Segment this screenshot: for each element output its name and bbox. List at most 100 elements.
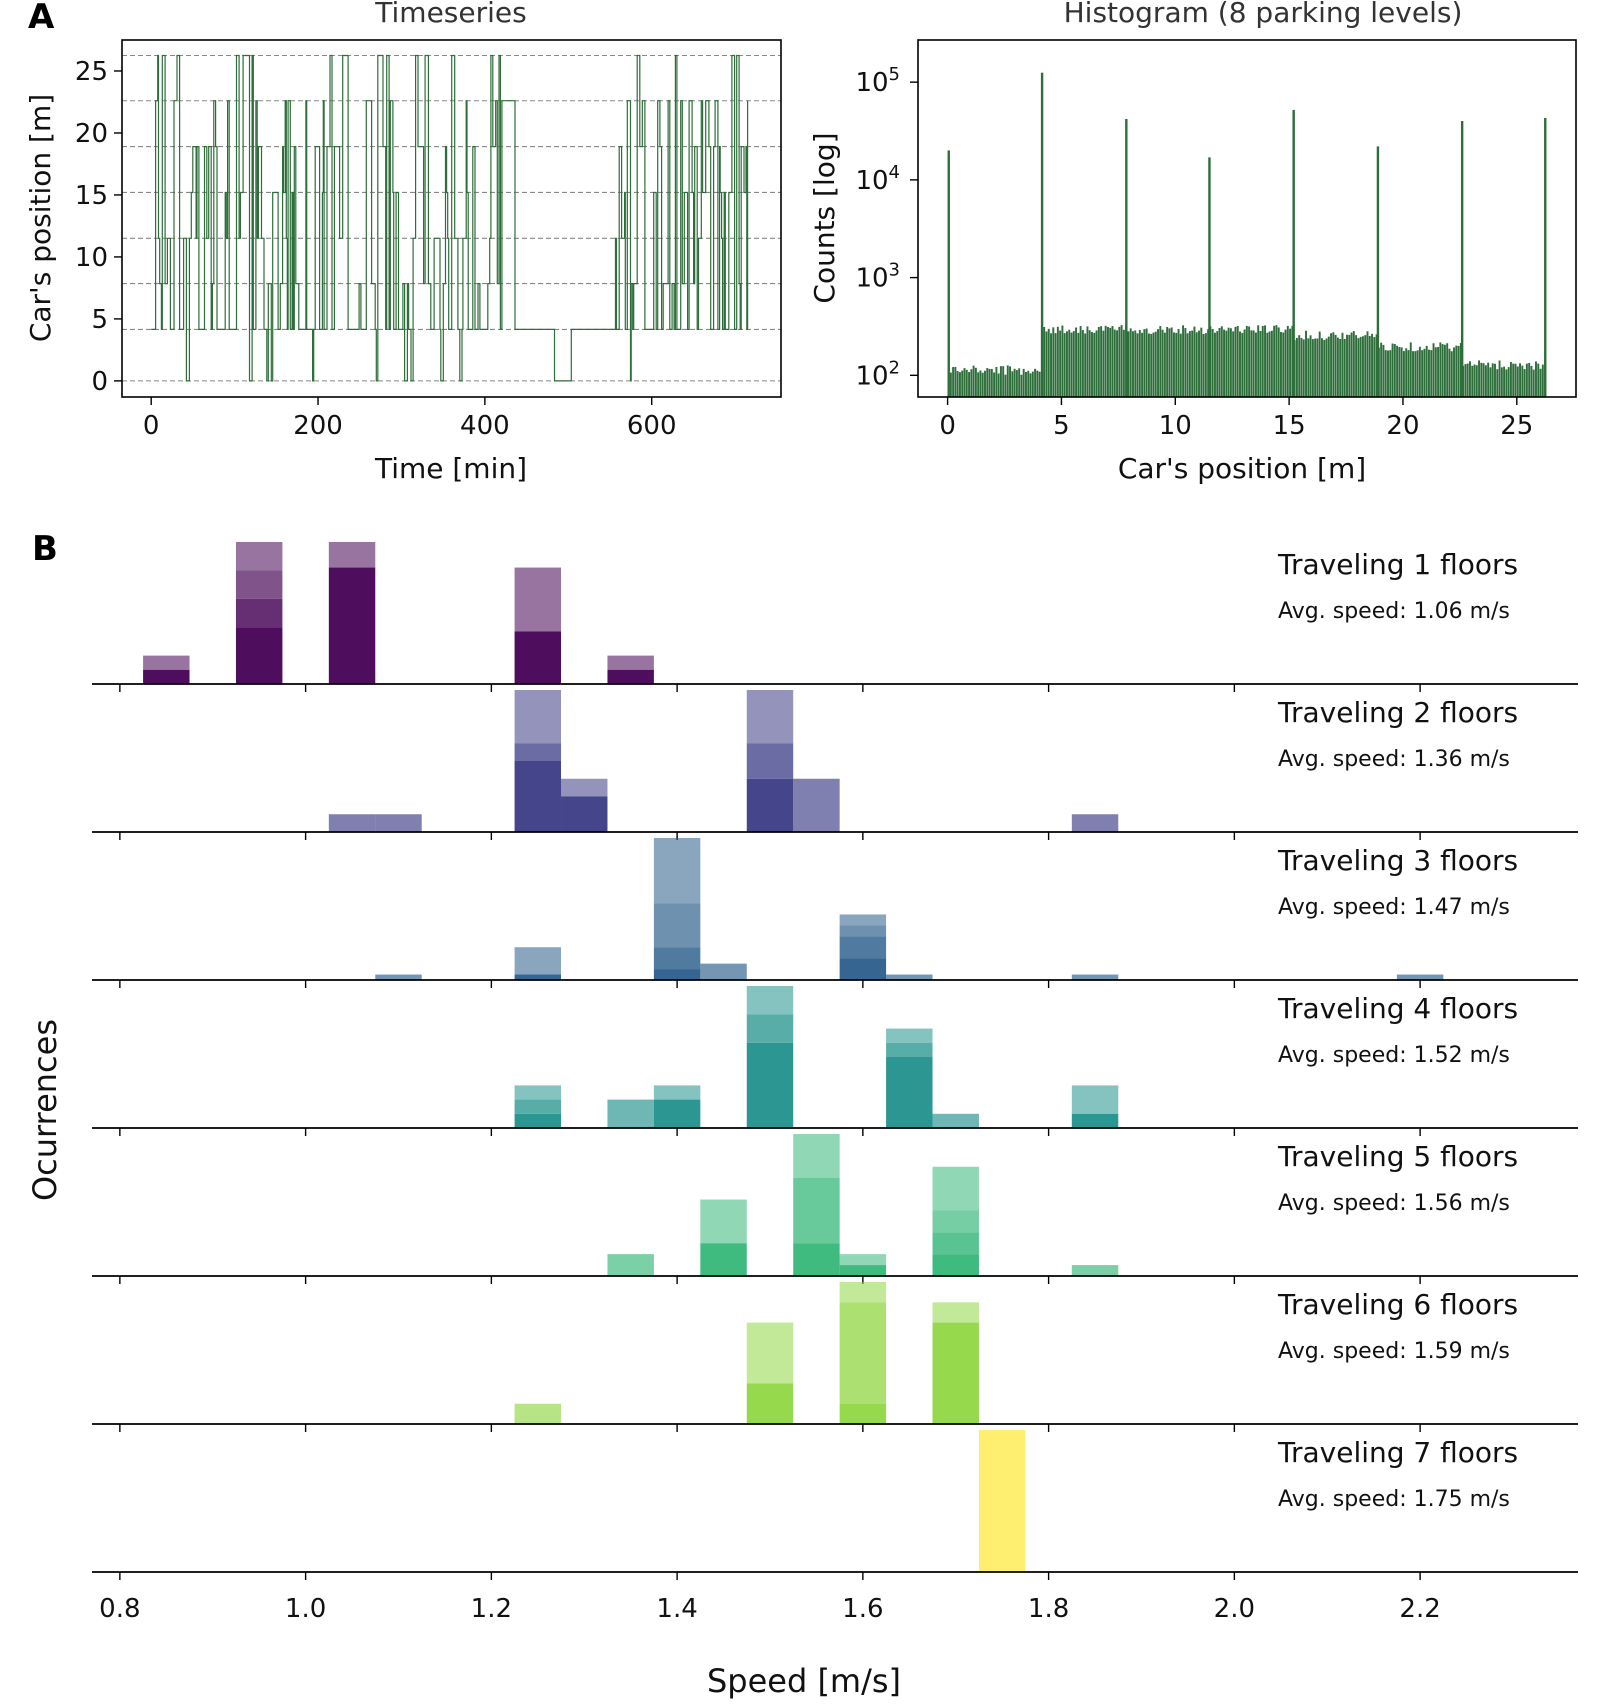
hist-bar-150 xyxy=(1289,328,1292,397)
row-subtitle-5: Avg. speed: 1.56 m/s xyxy=(1278,1191,1510,1216)
hist-bar-167 xyxy=(1327,336,1330,397)
timeseries-frame xyxy=(121,39,782,398)
x-tick-label-0: 0 xyxy=(143,411,160,441)
speed-bar-2-5-layer-0 xyxy=(793,778,840,832)
hist-bar-143 xyxy=(1273,325,1276,397)
hist-bar-250 xyxy=(1516,366,1519,397)
speed-bar-1-0-layer-1 xyxy=(143,655,190,670)
hist-bar-114 xyxy=(1207,329,1210,397)
timeseries-x-label: Time [min] xyxy=(374,452,527,485)
hist-bar-204 xyxy=(1412,351,1414,397)
hist-bar-75 xyxy=(1118,326,1121,397)
hist-bar-135 xyxy=(1254,332,1257,397)
hist-bar-217 xyxy=(1441,344,1444,397)
speed-bar-3-4-layer-3 xyxy=(839,914,887,926)
speed-bar-3-6-layer-0 xyxy=(1071,974,1119,980)
speed-bar-1-3-layer-1 xyxy=(514,567,562,632)
hist-bar-9 xyxy=(968,372,971,397)
hist-bar-62 xyxy=(1088,330,1091,397)
hist-bar-121 xyxy=(1223,329,1226,397)
hist-bar-31 xyxy=(1018,368,1021,397)
speed-bar-2-4-layer-0 xyxy=(746,778,794,832)
speed-bar-4-1-layer-0 xyxy=(607,1099,654,1128)
hist-bar-89 xyxy=(1150,333,1153,397)
hist-bar-184 xyxy=(1366,331,1369,397)
hist-bar-138 xyxy=(1261,326,1264,397)
hist-bar-8 xyxy=(965,369,968,397)
speed-bar-3-4-layer-0 xyxy=(839,958,887,980)
hist-bar-46 xyxy=(1052,327,1055,397)
hist-bar-19 xyxy=(990,368,993,397)
hist-bar-26 xyxy=(1006,365,1009,397)
hist-bar-104 xyxy=(1184,328,1187,397)
hist-bar-38 xyxy=(1034,368,1037,397)
hist-bar-57 xyxy=(1077,332,1080,397)
hist-bar-246 xyxy=(1507,367,1510,397)
hist-bar-132 xyxy=(1248,326,1251,397)
speed-bar-1-4-layer-1 xyxy=(607,655,654,670)
hist-bar-27 xyxy=(1009,366,1011,397)
hist-bar-21 xyxy=(995,366,998,397)
speed-bar-5-2-layer-1 xyxy=(793,1177,840,1244)
speed-x-tick-label-2.2: 2.2 xyxy=(1399,1594,1440,1624)
timeseries-x-ticks: 0 200 400 600 xyxy=(143,397,677,441)
hist-bar-186 xyxy=(1371,333,1374,397)
row-title-2: Traveling 2 floors xyxy=(1277,696,1518,729)
hist-bar-148 xyxy=(1284,329,1287,397)
hist-bar-222 xyxy=(1453,347,1455,397)
speed-bar-4-2-layer-1 xyxy=(653,1085,701,1100)
hist-bar-156 xyxy=(1302,339,1305,397)
hist-bar-170 xyxy=(1334,334,1337,397)
speed-bar-3-7-layer-0 xyxy=(1396,974,1444,980)
hist-bar-223 xyxy=(1455,345,1458,397)
hist-bar-111 xyxy=(1200,327,1203,397)
speed-bar-5-1-layer-1 xyxy=(700,1199,747,1244)
speed-bar-4-4-layer-0 xyxy=(886,1057,933,1128)
y-tick-label-0: 102 xyxy=(855,357,900,391)
histogram-series xyxy=(947,72,1547,398)
hist-bar-134 xyxy=(1252,330,1255,397)
hist-bar-112 xyxy=(1202,334,1205,397)
hist-bar-231 xyxy=(1473,364,1476,397)
speed-bar-5-4-layer-3 xyxy=(932,1166,979,1211)
hist-bar-197 xyxy=(1396,345,1399,397)
hist-bar-10 xyxy=(970,369,973,397)
speed-bar-3-2-layer-1 xyxy=(653,947,701,970)
hist-bar-16 xyxy=(984,370,986,397)
y-tick-label-10: 10 xyxy=(75,243,108,273)
speed-bar-5-4-layer-2 xyxy=(932,1210,979,1233)
speed-x-label: Speed [m/s] xyxy=(707,1662,901,1700)
hist-bar-190 xyxy=(1380,342,1383,397)
hist-bar-243 xyxy=(1500,367,1503,397)
speed-bar-6-2-layer-2 xyxy=(839,1282,887,1303)
hist-bar-29 xyxy=(1013,368,1016,397)
hist-bar-187 xyxy=(1373,337,1376,397)
timeseries-title: Timeseries xyxy=(374,0,526,29)
hist-bar-48 xyxy=(1056,326,1059,397)
hist-bar-30 xyxy=(1015,370,1018,397)
hist-bar-248 xyxy=(1512,363,1515,397)
hist-bar-237 xyxy=(1487,362,1490,397)
hist-bar-185 xyxy=(1368,336,1371,397)
hist-bar-74 xyxy=(1116,330,1119,397)
panel-a-letter: A xyxy=(28,0,55,37)
y-tick-label-5: 5 xyxy=(91,305,108,335)
speed-bar-4-3-layer-1 xyxy=(746,1014,794,1043)
hist-bar-193 xyxy=(1387,350,1389,397)
speed-bar-4-2-layer-0 xyxy=(653,1099,701,1128)
hist-peak-5 xyxy=(1376,146,1380,397)
speed-bar-3-4-layer-1 xyxy=(839,936,887,959)
hist-bar-162 xyxy=(1316,338,1319,397)
hist-bar-92 xyxy=(1157,329,1159,397)
hist-bar-124 xyxy=(1229,328,1232,397)
hist-bar-192 xyxy=(1384,350,1387,397)
hist-bar-15 xyxy=(981,372,984,397)
hist-bar-163 xyxy=(1318,331,1321,397)
speed-bar-6-0-layer-0 xyxy=(514,1403,562,1424)
hist-bar-146 xyxy=(1280,332,1282,397)
hist-bar-117 xyxy=(1213,332,1216,397)
hist-bar-168 xyxy=(1330,333,1333,397)
speed-bar-6-3-layer-0 xyxy=(932,1322,979,1424)
hist-bar-183 xyxy=(1364,335,1367,397)
